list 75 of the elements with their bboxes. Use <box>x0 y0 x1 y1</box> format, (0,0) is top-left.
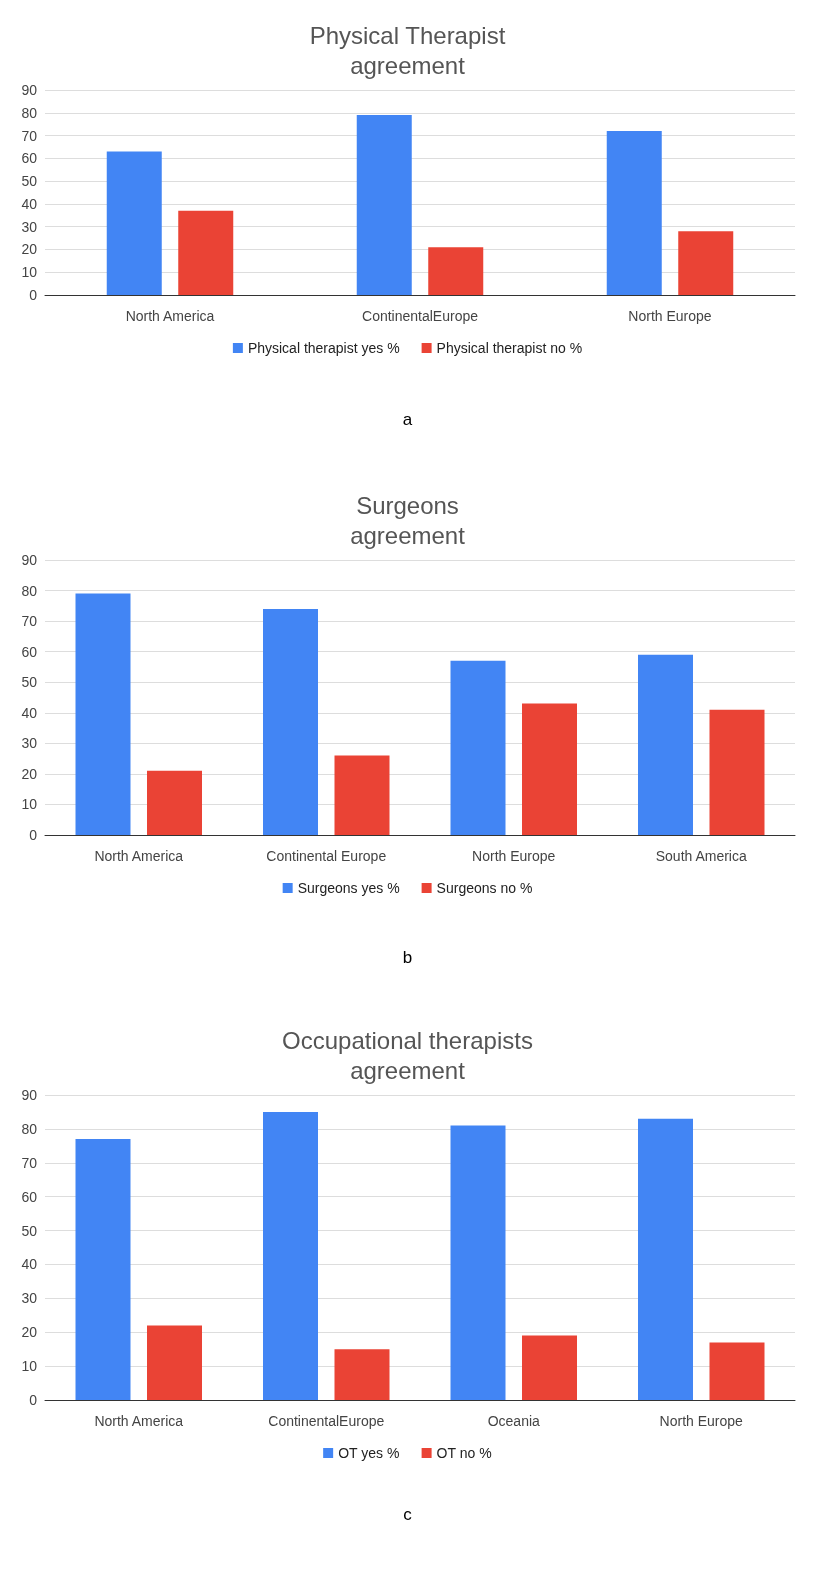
bar <box>356 115 412 295</box>
bar <box>450 660 506 835</box>
x-tick-label: North Europe <box>659 1413 744 1429</box>
chart-title: Occupational therapists agreement <box>282 1026 533 1084</box>
bar <box>106 151 162 295</box>
x-tick-label: ContinentalEurope <box>362 308 479 324</box>
x-tick-label: Continental Europe <box>266 848 387 864</box>
legend-label: Surgeons no % <box>436 880 533 896</box>
bar <box>522 703 577 835</box>
text: c <box>402 1504 413 1526</box>
y-tick-label: 10 <box>21 796 38 813</box>
bar <box>147 770 202 835</box>
y-tick-label: 50 <box>21 674 38 691</box>
y-tick-label: 70 <box>21 613 38 630</box>
x-tick-label: North America <box>94 848 184 864</box>
y-tick-label: 60 <box>21 1188 38 1205</box>
y-tick-label: 60 <box>21 643 38 660</box>
x-tick-label: ContinentalEurope <box>268 1413 385 1429</box>
y-tick-label: 40 <box>21 195 38 212</box>
legend-label: OT no % <box>436 1445 492 1461</box>
y-tick-label: 80 <box>21 582 38 599</box>
chart-title: Surgeons agreement <box>350 491 466 549</box>
x-tick-label: North Europe <box>472 848 556 864</box>
y-tick-label: 20 <box>21 241 38 258</box>
legend-label: Surgeons yes % <box>297 880 400 896</box>
y-tick-label: 20 <box>21 1324 38 1341</box>
legend-label: Physical therapist no % <box>436 340 583 356</box>
y-tick-label: 70 <box>21 1154 38 1171</box>
bar <box>75 1139 131 1400</box>
x-tick-label: Oceania <box>487 1413 541 1429</box>
bar <box>428 247 484 295</box>
y-tick-label: 90 <box>21 552 38 568</box>
x-tick-label: South America <box>655 848 747 864</box>
y-tick-label: 90 <box>21 82 38 98</box>
bar <box>638 654 693 835</box>
x-tick-label: North Europe <box>628 308 712 324</box>
bar <box>606 131 662 295</box>
x-tick-label: North America <box>125 308 215 324</box>
x-tick-label: North America <box>94 1413 184 1429</box>
bar <box>709 709 765 835</box>
bar <box>147 1325 202 1400</box>
y-tick-label: 60 <box>21 150 38 167</box>
y-tick-label: 0 <box>29 1392 38 1408</box>
y-tick-label: 40 <box>21 704 38 721</box>
y-tick-label: 10 <box>21 1358 38 1375</box>
bar <box>75 593 131 835</box>
y-tick-label: 0 <box>29 827 38 843</box>
y-tick-label: 0 <box>29 287 38 303</box>
y-tick-label: 70 <box>21 127 38 144</box>
y-tick-label: 50 <box>21 1222 38 1239</box>
legend-label: OT yes % <box>338 1445 400 1461</box>
text: a <box>401 409 414 431</box>
bar <box>263 1111 318 1400</box>
bar <box>450 1125 506 1400</box>
y-tick-label: 30 <box>21 218 38 235</box>
bar <box>334 755 390 835</box>
text: b <box>401 947 414 969</box>
bar <box>334 1349 390 1400</box>
y-tick-label: 30 <box>21 735 38 752</box>
chart-title: Physical Therapist agreement <box>309 21 506 79</box>
bar <box>709 1342 765 1400</box>
bar <box>678 231 734 295</box>
y-tick-label: 80 <box>21 104 38 121</box>
bar <box>638 1118 693 1400</box>
y-tick-label: 30 <box>21 1290 38 1307</box>
y-tick-label: 10 <box>21 264 38 281</box>
y-tick-label: 20 <box>21 765 38 782</box>
y-tick-label: 80 <box>21 1120 38 1137</box>
bar <box>263 608 318 835</box>
y-tick-label: 40 <box>21 1256 38 1273</box>
legend-label: Physical therapist yes % <box>247 340 400 356</box>
bar <box>178 210 234 295</box>
bar <box>522 1335 577 1400</box>
y-tick-label: 50 <box>21 173 38 190</box>
y-tick-label: 90 <box>21 1087 38 1103</box>
